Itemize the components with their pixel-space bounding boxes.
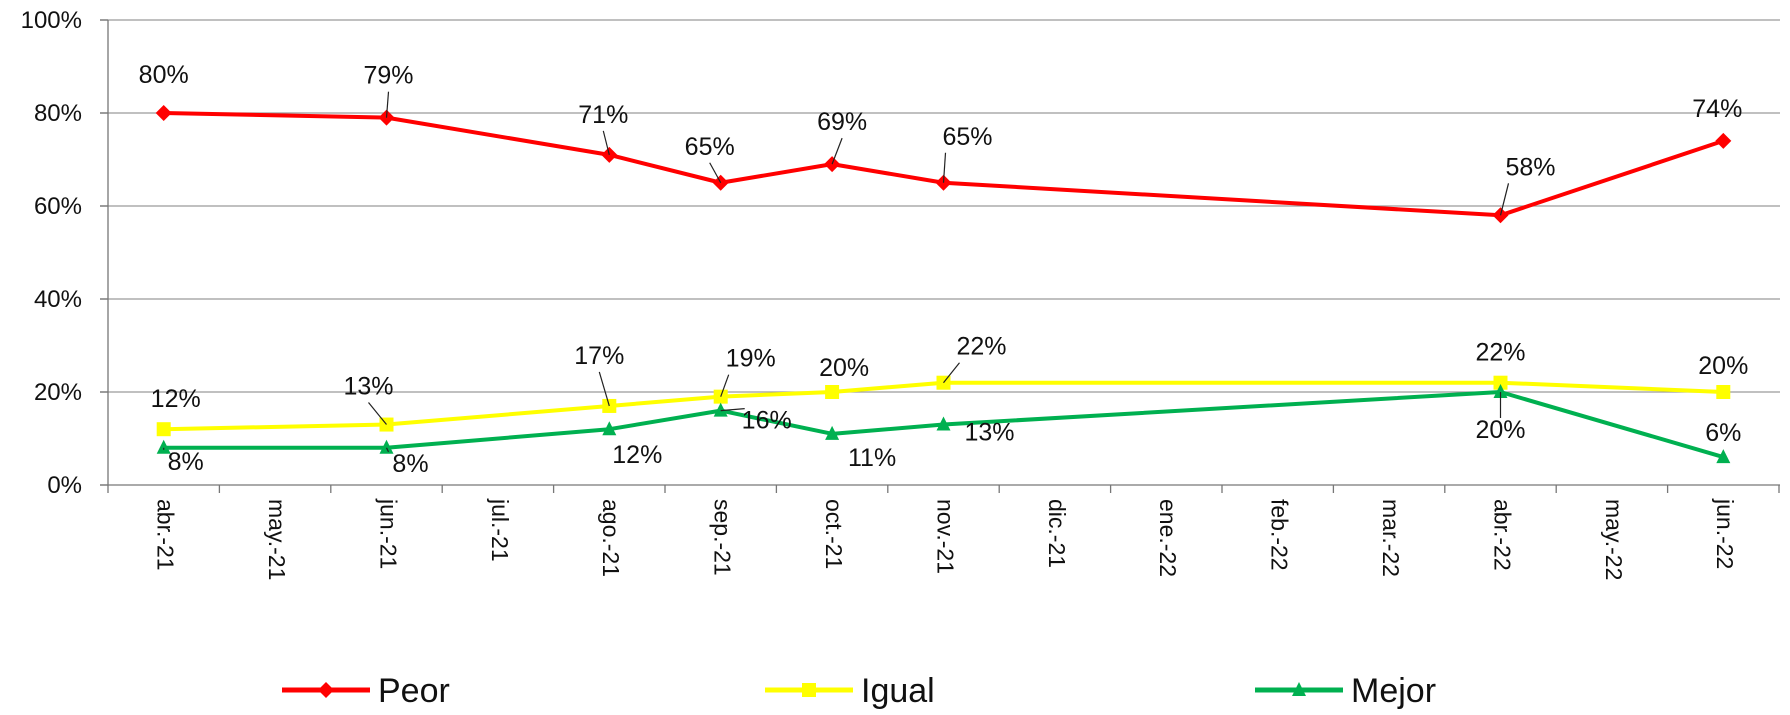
y-tick-label: 20% [34, 379, 82, 406]
igual-point [825, 385, 840, 399]
label-leader-line [602, 130, 610, 155]
y-axis-ticks: 0% 20% 40% 60% 80% 100% [21, 7, 108, 499]
series-lines [155, 105, 1732, 464]
x-tick-label: may.-21 [264, 499, 290, 580]
legend-item-mejor: Mejor [1255, 672, 1436, 710]
mejor-point [713, 402, 728, 417]
legend-label: Mejor [1351, 672, 1436, 710]
legend-item-igual: Igual [765, 672, 935, 710]
igual-point [1493, 375, 1508, 390]
igual-line [163, 380, 1724, 432]
mejor-point [1493, 384, 1508, 398]
data-label-igual: 17% [574, 342, 624, 370]
mejor-point [379, 439, 394, 454]
legend-label: Igual [861, 672, 935, 710]
x-tick-label: feb.-22 [1267, 499, 1293, 571]
x-tick-label: abr.-21 [153, 499, 179, 571]
data-label-peor: 65% [685, 133, 735, 161]
data-label-igual: 12% [151, 385, 201, 413]
data-label-mejor: 11% [848, 444, 896, 472]
data-label-igual: 19% [726, 345, 776, 373]
peor-point [1715, 132, 1732, 149]
data-label-igual: 22% [956, 333, 1006, 361]
legend-swatch-marker [318, 682, 334, 698]
legend: Peor Igual Mejor [282, 672, 1436, 710]
data-label-igual: 22% [1475, 339, 1525, 367]
label-leader-line [942, 152, 947, 183]
data-label-peor: 69% [817, 108, 867, 136]
data-label-peor: 71% [578, 101, 628, 129]
data-label-mejor: 16% [742, 407, 792, 435]
data-label-peor: 79% [363, 62, 413, 90]
label-leader-line [368, 402, 387, 425]
x-tick-label: jul.-21 [487, 498, 513, 562]
y-tick-label: 40% [34, 286, 82, 313]
mejor-point [936, 416, 951, 431]
y-tick-label: 60% [34, 193, 82, 220]
x-tick-label: jun.-21 [375, 498, 401, 569]
label-leader-line [385, 447, 390, 453]
x-tick-label: ago.-21 [598, 499, 624, 577]
peor-line [163, 111, 1724, 218]
legend-item-peor: Peor [282, 672, 450, 710]
data-label-igual: 20% [819, 354, 869, 382]
y-tick-label: 0% [47, 472, 82, 499]
igual-point [1716, 385, 1731, 399]
data-label-mejor: 6% [1705, 419, 1741, 447]
mejor-point [156, 439, 171, 454]
mejor-line [163, 390, 1724, 460]
label-leader-line [709, 162, 722, 184]
data-label-mejor: 8% [392, 450, 428, 478]
peor-point [155, 105, 172, 121]
mejor-point [825, 425, 840, 440]
label-leader-lines [163, 91, 1510, 453]
label-leader-line [943, 362, 960, 384]
label-leader-line [720, 374, 730, 397]
data-labels: 80% 79% 71% 65% 69% 65% 58% 74% 12% 13% 17% 19% 20% 2… [139, 61, 1749, 478]
data-label-peor: 58% [1505, 153, 1555, 181]
x-tick-label: oct.-21 [821, 499, 847, 569]
data-label-peor: 80% [139, 61, 189, 89]
x-tick-label: sep.-21 [710, 499, 736, 576]
x-axis: abr.-21 may.-21 jun.-21 jul.-21 ago.-21 sep.-… [107, 20, 1780, 580]
y-tick-label: 80% [34, 100, 82, 127]
legend-label: Peor [378, 672, 450, 710]
label-leader-line [598, 371, 610, 407]
x-tick-label: ene.-22 [1155, 499, 1181, 577]
x-tick-label: may.-22 [1601, 499, 1627, 580]
x-tick-label: nov.-21 [932, 499, 958, 574]
data-label-peor: 74% [1692, 95, 1742, 123]
label-leader-line [385, 91, 390, 118]
data-label-peor: 65% [942, 123, 992, 151]
data-label-mejor: 20% [1475, 416, 1525, 444]
legend-swatch-marker [802, 683, 816, 697]
label-leader-line [720, 408, 745, 412]
x-tick-label: mar.-22 [1378, 499, 1404, 577]
series-mejor [156, 384, 1731, 464]
label-leader-line [1499, 183, 1510, 216]
x-tick-label: abr.-22 [1489, 499, 1515, 571]
data-label-mejor: 8% [168, 448, 204, 476]
igual-point [156, 422, 171, 437]
label-leader-line [831, 137, 843, 165]
data-label-mejor: 13% [964, 419, 1014, 447]
x-tick-label: dic.-21 [1044, 499, 1070, 568]
x-tick-label: jun.-22 [1712, 498, 1738, 569]
data-label-igual: 20% [1698, 352, 1748, 380]
legend-swatch-marker [1292, 682, 1306, 696]
mejor-point [1716, 449, 1731, 464]
data-label-mejor: 12% [612, 441, 662, 469]
data-label-igual: 13% [343, 373, 393, 401]
mejor-point [602, 421, 617, 436]
y-tick-label: 100% [21, 7, 82, 34]
